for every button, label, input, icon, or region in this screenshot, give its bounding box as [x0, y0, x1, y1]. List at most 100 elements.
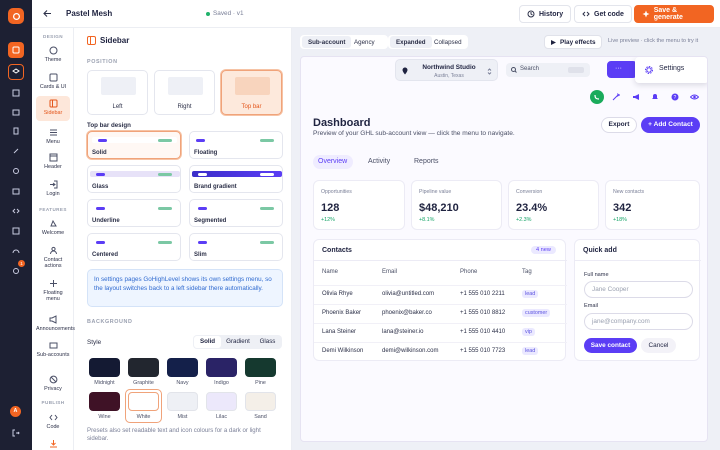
logout-icon[interactable] [8, 425, 24, 441]
design-segmented-card[interactable]: Segmented [189, 199, 283, 227]
nav-item-sub-accounts[interactable]: Sub-accounts [36, 340, 70, 358]
rail-gauge-icon[interactable] [8, 243, 24, 259]
design-centered-card[interactable]: Centered [87, 233, 181, 261]
table-row[interactable] [314, 323, 567, 340]
tab-overview-bg [313, 155, 353, 169]
position-right-preview [168, 77, 203, 95]
megaphone-icon[interactable] [632, 93, 640, 101]
nav-item-menu[interactable]: Menu [36, 127, 70, 145]
location-switcher[interactable]: Northwind Studio Austin, Texas [395, 59, 498, 81]
table-row[interactable] [314, 285, 567, 302]
full-name-input[interactable]: Jane Cooper [584, 281, 693, 298]
save-contact-button[interactable]: Save contact [584, 338, 637, 353]
play-effects-button[interactable]: Play effects [544, 35, 602, 49]
stat-label: Pipeline value [419, 189, 452, 195]
panel-title: Sidebar [100, 36, 130, 45]
nav-item-login[interactable]: Login [36, 179, 70, 197]
swatch-navy[interactable] [167, 358, 198, 377]
settings-popover[interactable]: Settings [635, 57, 707, 83]
style-tab-gradient[interactable]: Gradient [226, 338, 250, 345]
phone-icon[interactable] [590, 90, 604, 104]
design-glass-card[interactable]: Glass [87, 165, 181, 193]
download-icon[interactable] [49, 439, 58, 448]
swatch-graphite[interactable] [128, 358, 159, 377]
design-brand-gradient-card[interactable]: Brand gradient [189, 165, 283, 193]
design-floating-card[interactable]: Floating [189, 131, 283, 159]
get-code-button[interactable]: Get code [574, 5, 632, 23]
swatch-midnight[interactable] [89, 358, 120, 377]
nav-item-cards-ui[interactable]: Cards & UI [36, 72, 70, 90]
nav-item-welcome[interactable]: Welcome [36, 218, 70, 236]
mode-expanded[interactable]: Expanded [390, 36, 432, 48]
rail-layout-icon[interactable] [8, 223, 24, 239]
quick-add-title: Quick add [583, 247, 617, 254]
swatch-white[interactable] [128, 392, 159, 411]
table-row[interactable] [314, 342, 567, 359]
back-arrow-icon[interactable] [43, 9, 52, 18]
magic-icon[interactable] [612, 93, 620, 101]
design-slim-card[interactable]: Slim [189, 233, 283, 261]
swatch-label: Pine [255, 380, 266, 386]
rail-window-icon[interactable] [8, 85, 24, 101]
cancel-button[interactable]: Cancel [641, 338, 676, 353]
rail-doc-icon[interactable] [8, 123, 24, 139]
pin-icon [402, 67, 408, 75]
style-label: Style [87, 339, 102, 346]
cell-phone: +1 555 010 4410 [460, 329, 506, 335]
position-left-card[interactable]: Left [87, 70, 148, 115]
help-icon[interactable]: ? [671, 93, 679, 101]
nav-item-sidebar[interactable]: Sidebar [36, 96, 70, 121]
nav-item-floating-menu[interactable]: Floating menu [36, 278, 70, 302]
rail-plug-icon[interactable] [8, 163, 24, 179]
dashboard-title: Dashboard [313, 117, 371, 129]
rail-code-icon[interactable] [8, 203, 24, 219]
history-button[interactable]: History [519, 5, 572, 23]
position-right-card[interactable]: Right [154, 70, 215, 115]
mode-collapsed[interactable]: Collapsed [434, 38, 462, 46]
nav-item-code[interactable]: Code [36, 412, 70, 430]
sidebar-icon [48, 98, 58, 108]
add-contact-button[interactable]: + Add Contact [641, 117, 700, 133]
swatch-selected-ring [125, 389, 162, 423]
nav-item-header[interactable]: Header [36, 152, 70, 170]
nav-item-privacy[interactable]: Privacy [36, 374, 70, 392]
table-row[interactable] [314, 304, 567, 321]
email-input[interactable]: jane@company.com [584, 313, 693, 330]
swatch-indigo[interactable] [206, 358, 237, 377]
nav-item-theme[interactable]: Theme [36, 45, 70, 63]
design-underline-card[interactable]: Underline [87, 199, 181, 227]
rail-rocket-icon[interactable] [8, 143, 24, 159]
style-tab-glass[interactable]: Glass [259, 338, 276, 345]
tab-agency[interactable]: Agency [354, 38, 375, 46]
swatch-lilac[interactable] [206, 392, 237, 411]
swatch-sand[interactable] [245, 392, 276, 411]
position-topbar-card[interactable]: Top bar [221, 70, 282, 115]
rail-calendar-icon[interactable] [8, 104, 24, 120]
export-button[interactable]: Export [601, 117, 637, 133]
table-header: Name [322, 269, 339, 275]
more-button[interactable]: ··· [607, 61, 637, 78]
nav-item-announcements[interactable]: Announcements [36, 314, 75, 332]
style-tab-solid[interactable]: Solid [194, 336, 221, 348]
nav-item-contact-actions[interactable]: Contact actions [36, 245, 70, 269]
rail-layers-icon[interactable] [8, 64, 24, 80]
search-input[interactable]: Search [506, 63, 590, 77]
search-icon [511, 67, 517, 73]
eye-icon[interactable] [690, 93, 699, 101]
avatar[interactable]: A [10, 406, 21, 417]
swatch-pine[interactable] [245, 358, 276, 377]
contacts-card: Contacts 4 new Name Email Phone Tag Olivia R… [313, 239, 567, 361]
tab-overview[interactable]: Overview [318, 158, 348, 165]
tab-reports[interactable]: Reports [414, 158, 439, 165]
rail-box-icon[interactable] [8, 183, 24, 199]
tab-activity[interactable]: Activity [368, 158, 391, 165]
rail-settings-icon[interactable]: 1 [8, 260, 25, 279]
tab-sub-account[interactable]: Sub-account [302, 36, 352, 48]
bell-icon[interactable] [651, 93, 659, 101]
design-solid-card[interactable]: Solid [87, 131, 181, 159]
swatch-wine[interactable] [89, 392, 120, 411]
save-generate-button[interactable]: Save & generate [634, 5, 714, 23]
rail-design-icon[interactable] [8, 42, 24, 58]
app-logo-icon[interactable] [8, 8, 24, 24]
swatch-mist[interactable] [167, 392, 198, 411]
